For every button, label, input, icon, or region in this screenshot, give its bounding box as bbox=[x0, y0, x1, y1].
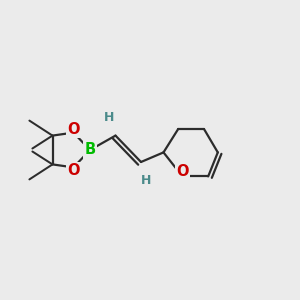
Text: O: O bbox=[67, 163, 80, 178]
Text: O: O bbox=[176, 164, 189, 178]
Text: H: H bbox=[104, 111, 114, 124]
Text: H: H bbox=[141, 173, 152, 187]
Text: O: O bbox=[67, 122, 80, 137]
Text: B: B bbox=[84, 142, 96, 158]
